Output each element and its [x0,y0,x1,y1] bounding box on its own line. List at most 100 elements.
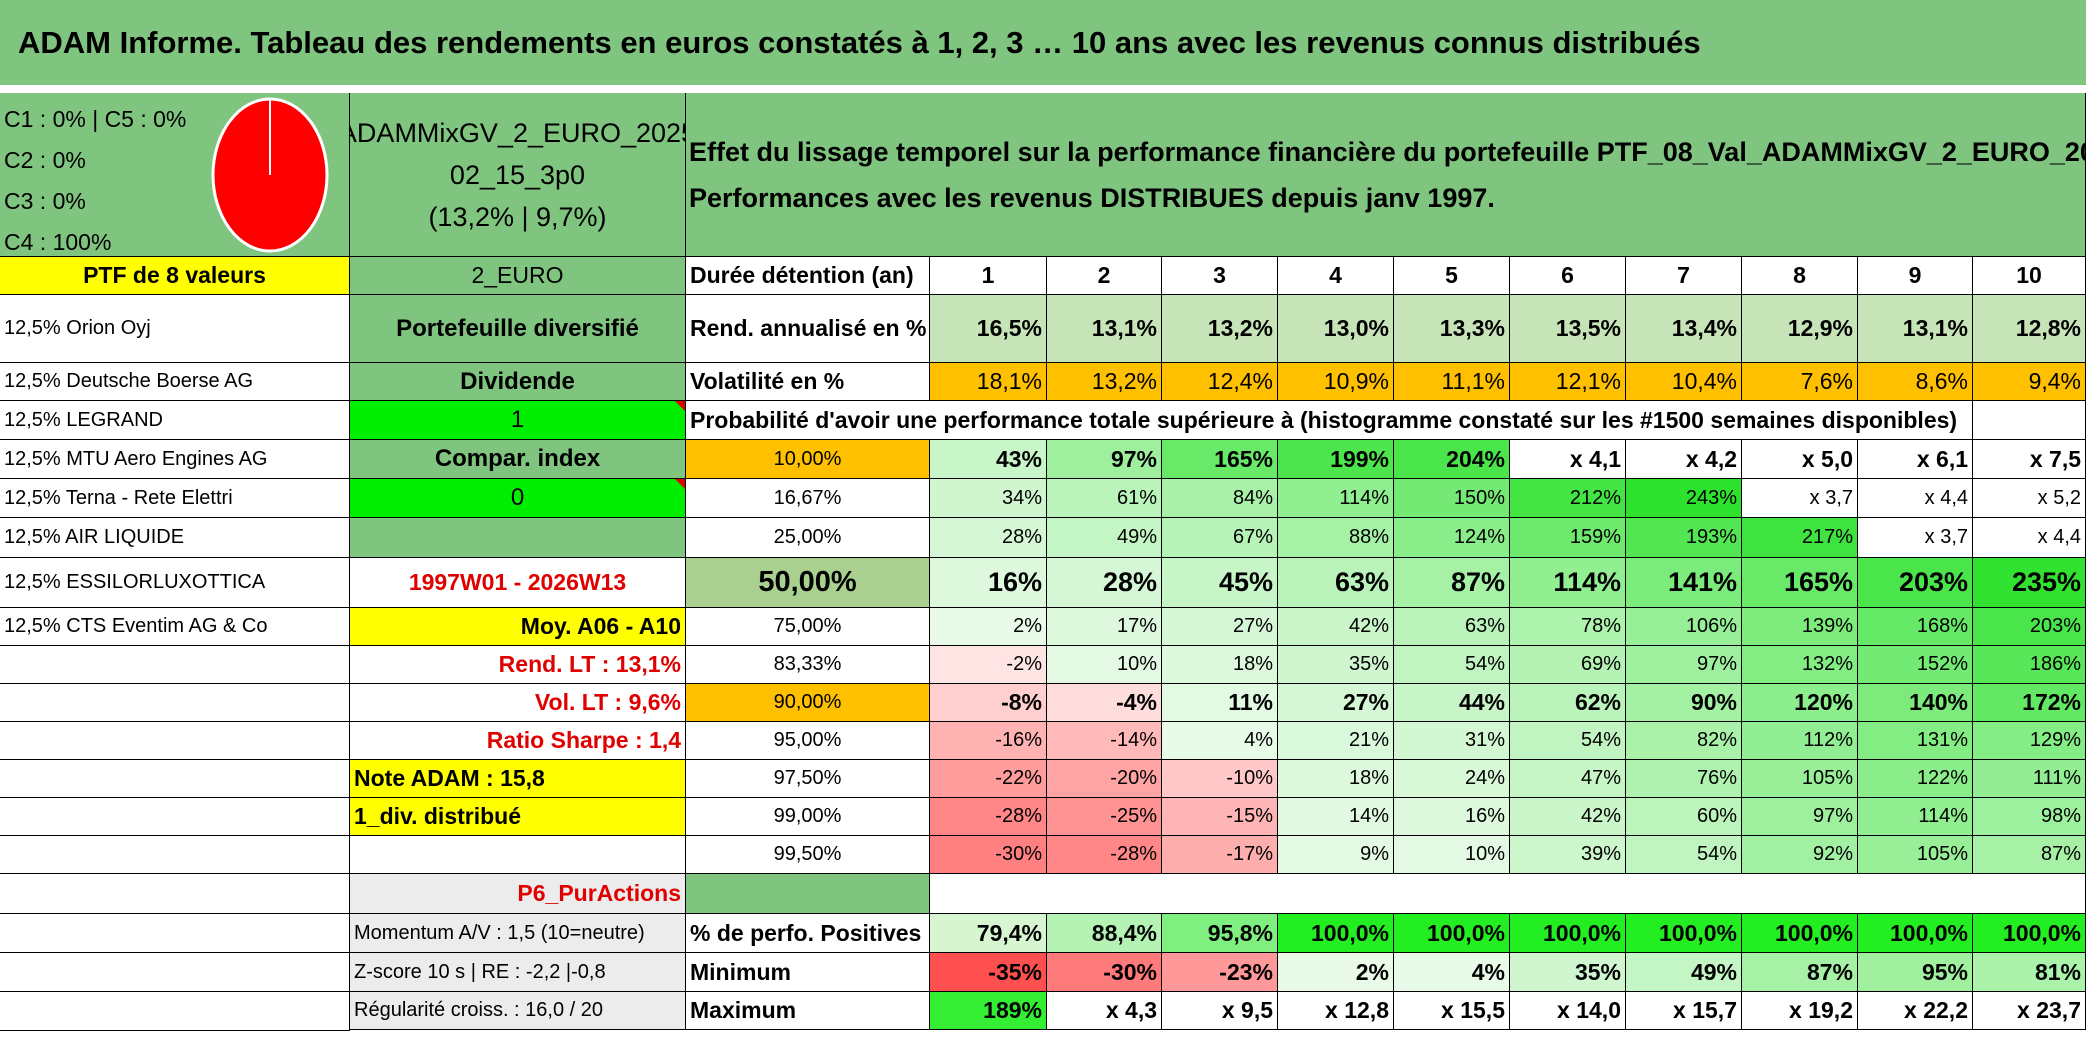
probability-threshold: 83,33% [686,646,930,684]
holding-5: 12,5% Terna - Rete Elettri [0,479,350,518]
probability-value: 243% [1626,479,1742,518]
probability-value: 212% [1510,479,1626,518]
probability-threshold: 95,00% [686,722,930,760]
probability-value: 84% [1162,479,1278,518]
probability-value: 60% [1626,798,1742,836]
volatility-value: 11,1% [1394,363,1510,401]
duration-label: Durée détention (an) [686,257,930,295]
annual-return-value: 13,3% [1394,295,1510,363]
minimum-value: -30% [1047,953,1162,992]
probability-value: 63% [1394,608,1510,646]
probability-value: 28% [1047,558,1162,608]
probability-value: 18% [1162,646,1278,684]
probability-value: x 7,5 [1973,440,2086,479]
sharpe-ratio-cell: Ratio Sharpe : 1,4 [350,722,686,760]
volatility-value: 12,4% [1162,363,1278,401]
minimum-value: 95% [1858,953,1973,992]
allocation-pie-chart [211,97,329,253]
probability-value: 97% [1047,440,1162,479]
probability-value: 114% [1278,479,1394,518]
probability-value: 203% [1858,558,1973,608]
probability-value: 165% [1742,558,1858,608]
holding-8: 12,5% CTS Eventim AG & Co [0,608,350,646]
allocation-c2: C2 : 0% [4,147,86,173]
probability-value: -8% [930,684,1047,722]
probability-value: 159% [1510,518,1626,558]
probability-threshold: 25,00% [686,518,930,558]
probability-value: 120% [1742,684,1858,722]
probability-value: x 4,4 [1973,518,2086,558]
probability-value: 63% [1278,558,1394,608]
probability-value: -10% [1162,760,1278,798]
probability-value: 54% [1626,836,1742,874]
dividend-distributed-cell: 1_div. distribué [350,798,686,836]
positive-perf-value: 100,0% [1742,914,1858,953]
probability-value: 140% [1858,684,1973,722]
report-title: ADAM Informe. Tableau des rendements en … [0,0,2086,85]
probability-value: 82% [1626,722,1742,760]
volatility-value: 9,4% [1973,363,2086,401]
probability-value: 122% [1858,760,1973,798]
probability-value: -16% [930,722,1047,760]
probability-value: 193% [1626,518,1742,558]
probability-value: 16% [930,558,1047,608]
probability-value: 39% [1510,836,1626,874]
probability-value: 203% [1973,608,2086,646]
probability-value: -20% [1047,760,1162,798]
left-blank-cell [0,646,350,684]
probability-value: 114% [1858,798,1973,836]
probability-value: 98% [1973,798,2086,836]
probability-value: 132% [1742,646,1858,684]
probability-value: 97% [1626,646,1742,684]
probability-value: x 3,7 [1742,479,1858,518]
holding-2: 12,5% Deutsche Boerse AG [0,363,350,401]
momentum-cell: Momentum A/V : 1,5 (10=neutre) [350,914,686,953]
minimum-value: 87% [1742,953,1858,992]
probability-value: 35% [1278,646,1394,684]
probability-value: 204% [1394,440,1510,479]
annual-return-value: 16,5% [930,295,1047,363]
probability-value: 21% [1278,722,1394,760]
volatility-value: 7,6% [1742,363,1858,401]
probability-value: 114% [1510,558,1626,608]
probability-value: 27% [1278,684,1394,722]
dividend-label-cell: Dividende [350,363,686,401]
probability-value: x 4,4 [1858,479,1973,518]
annual-return-value: 13,1% [1047,295,1162,363]
empty-info-cell [350,518,686,558]
holding-4: 12,5% MTU Aero Engines AG [0,440,350,479]
probability-value: 24% [1394,760,1510,798]
probability-threshold: 10,00% [686,440,930,479]
probability-value: 141% [1626,558,1742,608]
left-blank-cell [0,836,350,874]
minimum-value: -35% [930,953,1047,992]
minimum-value: -23% [1162,953,1278,992]
blank-row [930,874,2086,914]
probability-value: 16% [1394,798,1510,836]
allocation-c4: C4 : 100% [4,229,112,255]
dividend-value-cell: 1 [350,401,686,440]
fund-name-line2: 02_15_3p0 [449,159,586,190]
portfolio-type-cell: Portefeuille diversifié [350,295,686,363]
probability-value: x 4,2 [1626,440,1742,479]
probability-threshold: 50,00% [686,558,930,608]
left-blank-cell [0,914,350,953]
probability-threshold: 16,67% [686,479,930,518]
probability-value: 186% [1973,646,2086,684]
maximum-value: x 15,5 [1394,992,1510,1030]
probability-value: x 6,1 [1858,440,1973,479]
fund-name-line1: ADAMMixGV_2_EURO_2025 [350,117,686,148]
probability-value: 88% [1278,518,1394,558]
annual-return-value: 13,2% [1162,295,1278,363]
probability-value: 87% [1973,836,2086,874]
maximum-value: x 22,2 [1858,992,1973,1030]
maximum-value: x 23,7 [1973,992,2086,1030]
probability-value: 112% [1742,722,1858,760]
year-header-7: 7 [1626,257,1742,295]
probability-value: 69% [1510,646,1626,684]
probability-value: -28% [930,798,1047,836]
probability-value: 9% [1278,836,1394,874]
minimum-value: 2% [1278,953,1394,992]
probability-value: 14% [1278,798,1394,836]
year-header-3: 3 [1162,257,1278,295]
